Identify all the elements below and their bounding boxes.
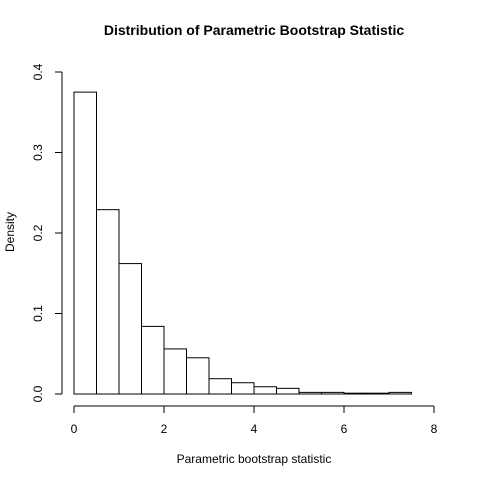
x-tick-label: 8 — [431, 422, 438, 436]
x-tick-label: 6 — [341, 422, 348, 436]
histogram-bar-4 — [141, 325, 165, 395]
histogram-bar-13 — [343, 392, 367, 395]
y-tick-label: 0.0 — [31, 385, 45, 402]
y-tick-label: 0.1 — [31, 305, 45, 322]
histogram-bars — [73, 91, 412, 395]
histogram-bar-11 — [298, 391, 322, 395]
histogram-bar-5 — [163, 348, 187, 395]
histogram-bar-15 — [388, 391, 412, 395]
x-tick-label: 0 — [71, 422, 78, 436]
y-tick-label: 0.2 — [31, 224, 45, 241]
histogram-bar-14 — [366, 392, 390, 395]
histogram-bar-6 — [186, 357, 210, 395]
histogram-bar-9 — [253, 386, 277, 395]
histogram-bar-1 — [73, 91, 97, 395]
histogram-bar-8 — [231, 382, 255, 395]
x-tick-label: 4 — [251, 422, 258, 436]
histogram-bar-3 — [118, 263, 142, 395]
x-axis-label: Parametric bootstrap statistic — [177, 452, 332, 466]
x-tick-label: 2 — [161, 422, 168, 436]
histogram-bar-12 — [321, 391, 345, 395]
y-axis: 0.0 0.1 0.2 0.3 0.4 — [31, 63, 63, 402]
x-axis: 0 2 4 6 8 — [71, 405, 438, 436]
y-tick-label: 0.3 — [31, 144, 45, 161]
histogram-bar-10 — [276, 387, 300, 395]
chart-title: Distribution of Parametric Bootstrap Sta… — [104, 22, 404, 38]
histogram-bar-2 — [96, 209, 120, 395]
y-axis-label: Density — [3, 212, 17, 252]
y-tick-label: 0.4 — [31, 63, 45, 80]
histogram-bar-7 — [208, 378, 232, 395]
